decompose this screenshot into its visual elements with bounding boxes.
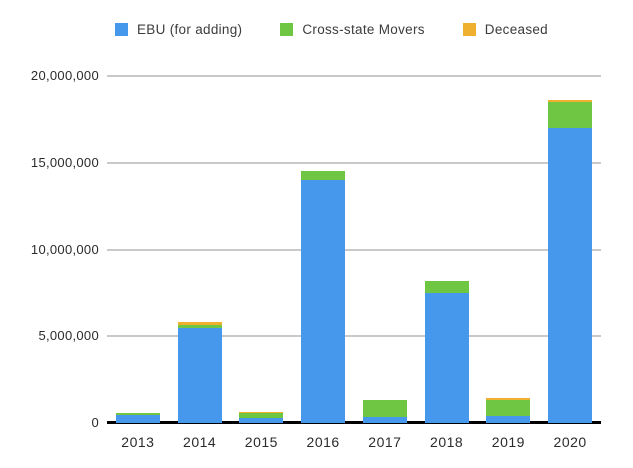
y-tick-label: 10,000,000 [30, 241, 99, 257]
legend-swatch-ebu-icon [115, 23, 128, 36]
gridline [107, 161, 601, 164]
bar-segment-2019-deceased [486, 397, 531, 400]
bar-segment-2019-ebu-for-adding [486, 416, 531, 423]
gridline [107, 335, 601, 338]
x-axis-baseline [107, 421, 601, 424]
legend-swatch-cross-state-movers-icon [280, 23, 294, 36]
legend-label-cross-state-movers: Cross-state Movers [302, 22, 425, 37]
bar-segment-2015-cross-state-movers [239, 413, 284, 418]
bar-segment-2019-cross-state-movers [486, 399, 531, 417]
legend-swatch-deceased-icon [462, 23, 476, 36]
x-tick-label-2019: 2019 [491, 434, 525, 450]
bar-segment-2015-deceased [239, 411, 284, 414]
bar-segment-2016-ebu-for-adding [301, 180, 346, 423]
legend-label-deceased: Deceased [484, 22, 548, 37]
x-tick-label-2014: 2014 [183, 434, 217, 450]
bar-segment-2013-cross-state-movers [115, 413, 160, 416]
chart-legend: EBU (for adding) Cross-state Movers Dece… [30, 22, 633, 37]
bar-segment-2014-deceased [177, 322, 222, 326]
x-tick-label-2013: 2013 [121, 434, 155, 450]
x-tick-label-2017: 2017 [368, 434, 402, 450]
x-tick-label-2020: 2020 [553, 434, 587, 450]
bar-segment-2014-ebu-for-adding [177, 328, 222, 423]
y-tick-label: 5,000,000 [38, 328, 99, 344]
legend-item-cross-state-movers: Cross-state Movers [280, 22, 424, 37]
bar-segment-2020-deceased [548, 99, 593, 103]
bar-segment-2018-cross-state-movers [424, 280, 469, 293]
bar-segment-2015-ebu-for-adding [239, 417, 284, 423]
gridline [107, 248, 601, 251]
x-tick-label-2018: 2018 [430, 434, 464, 450]
bar-segment-2020-cross-state-movers [548, 102, 593, 129]
gridline [107, 75, 601, 77]
y-tick-label: 0 [91, 415, 99, 430]
bar-segment-2013-ebu-for-adding [115, 415, 160, 423]
bar-segment-2020-ebu-for-adding [548, 128, 593, 423]
x-tick-label-2016: 2016 [306, 434, 340, 450]
y-tick-label: 20,000,000 [30, 68, 99, 83]
bar-segment-2014-cross-state-movers [177, 325, 222, 329]
legend-item-ebu: EBU (for adding) [115, 22, 242, 37]
bar-segment-2017-cross-state-movers [362, 400, 407, 417]
y-tick-label: 15,000,000 [30, 154, 99, 170]
x-tick-label-2015: 2015 [244, 434, 278, 450]
legend-label-ebu: EBU (for adding) [137, 22, 243, 37]
bar-segment-2018-ebu-for-adding [424, 292, 469, 423]
legend-item-deceased: Deceased [462, 22, 548, 37]
bar-segment-2016-cross-state-movers [301, 171, 346, 181]
bar-segment-2017-ebu-for-adding [362, 416, 407, 423]
